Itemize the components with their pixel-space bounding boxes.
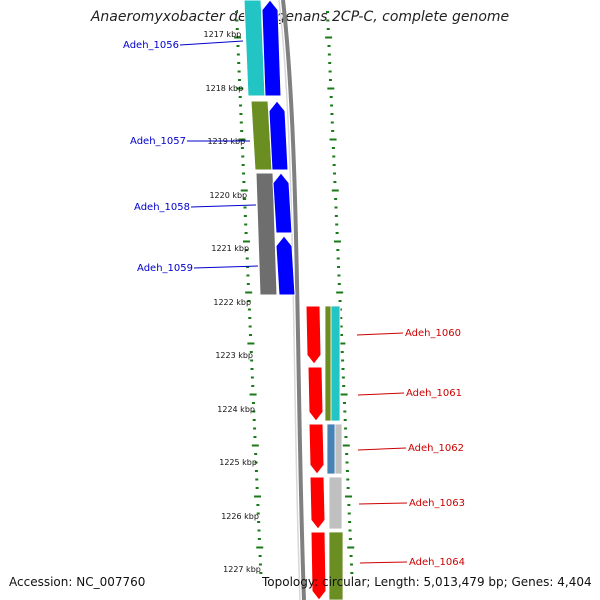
gene-label: Adeh_1056: [123, 40, 179, 51]
kbp-label: 1222 kbp: [213, 298, 251, 307]
gene-color-block: [255, 172, 278, 296]
gene-label: Adeh_1063: [409, 498, 465, 509]
kbp-label: 1218 kbp: [206, 84, 244, 93]
gene-arrow: [272, 172, 293, 234]
gene-label: Adeh_1060: [405, 328, 461, 339]
label-leader-line: [357, 447, 407, 451]
gene-arrow: [261, 0, 282, 97]
kbp-label: 1220 kbp: [209, 191, 247, 200]
gene-color-block: [328, 476, 343, 530]
gene-arrow: [308, 423, 325, 475]
label-leader-line: [179, 40, 244, 46]
gene-label: Adeh_1058: [134, 202, 190, 213]
gene-arrow: [268, 100, 289, 171]
kbp-label: 1221 kbp: [211, 244, 249, 253]
label-leader-line: [359, 561, 408, 564]
gene-arrow: [305, 305, 322, 365]
gene-arrow: [309, 476, 326, 530]
map-title: Anaeromyxobacter dehalogenans 2CP-C, com…: [90, 9, 510, 25]
kbp-label: 1225 kbp: [219, 458, 257, 467]
kbp-label: 1224 kbp: [217, 405, 255, 414]
gene-arrow: [307, 366, 324, 422]
gene-label: Adeh_1064: [409, 557, 465, 568]
backbone-line: [281, 0, 306, 600]
genome-stats-text: Topology: circular; Length: 5,013,479 bp…: [262, 575, 592, 589]
gene-label: Adeh_1057: [130, 136, 186, 147]
gene-arrow: [275, 235, 296, 296]
gene-label: Adeh_1059: [137, 263, 193, 274]
kbp-label: 1226 kbp: [221, 512, 259, 521]
label-leader-line: [193, 265, 259, 269]
label-leader-line: [190, 204, 257, 208]
label-leader-line: [356, 332, 404, 336]
gene-label: Adeh_1062: [408, 443, 464, 454]
accession-text: Accession: NC_007760: [9, 575, 146, 589]
gene-color-block: [328, 531, 344, 600]
label-leader-line: [358, 502, 408, 505]
gene-label: Adeh_1061: [406, 388, 462, 399]
gene-arrow: [310, 531, 327, 600]
gene-color-block: [334, 423, 343, 475]
kbp-label: 1227 kbp: [223, 565, 261, 574]
label-leader-line: [357, 392, 405, 396]
kbp-label: 1223 kbp: [215, 351, 253, 360]
kbp-label: 1217 kbp: [204, 30, 242, 39]
gene-color-block: [330, 305, 341, 422]
